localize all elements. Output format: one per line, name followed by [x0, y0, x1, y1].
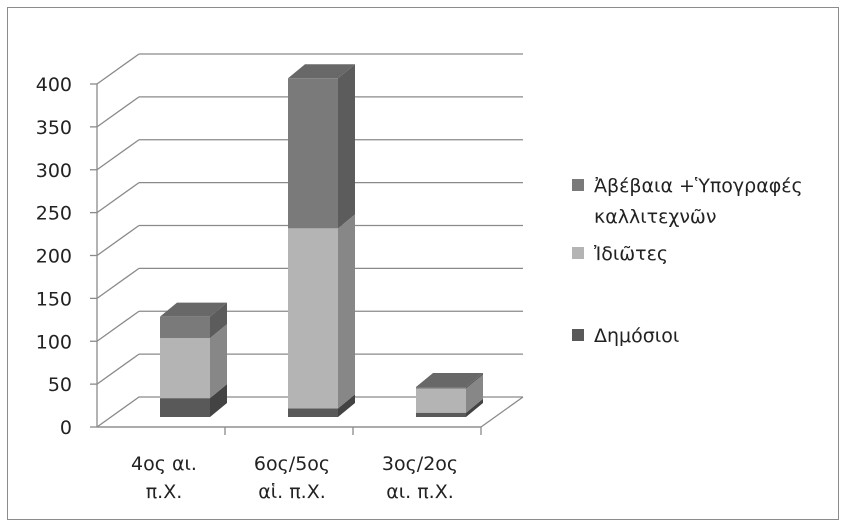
bar-segment-side	[210, 302, 227, 339]
bar-segment	[416, 386, 466, 389]
gridline-side	[96, 96, 140, 128]
x-tick-label: 6ος/5ος αἱ. π.Χ.	[254, 453, 330, 503]
legend-label: Δημόσιοι	[594, 325, 679, 347]
x-tick-label: 3ος/2ος αι. π.Χ.	[382, 453, 458, 503]
bar-segment	[160, 316, 210, 339]
bar-segment-side	[210, 324, 227, 399]
y-tick-label: 0	[60, 417, 72, 439]
gridline-side	[96, 224, 140, 257]
bar-segment	[160, 398, 210, 417]
bar-stack	[160, 302, 227, 417]
legend: Ἀβέβαια +Ὑπογραφές καλλιτεχνῶν Ἰδιῶτες Δημό…	[572, 175, 803, 347]
chart-bars	[160, 64, 483, 417]
bar-top	[416, 372, 483, 387]
bar-segment	[160, 338, 210, 399]
bar-segment	[416, 388, 466, 413]
bar-segment-side	[338, 64, 355, 229]
x-tick-label: 4ος αι. π.Χ.	[131, 453, 197, 503]
bar-segment-side	[466, 398, 483, 417]
legend-swatch	[572, 247, 584, 259]
bar-segment-side	[466, 374, 483, 413]
y-tick-label: 50	[48, 374, 72, 396]
y-tick-label: 200	[36, 246, 72, 268]
y-tick-label: 400	[36, 74, 72, 96]
bar-segment	[416, 412, 466, 417]
y-axis-tick-labels: 0 50 100 150 200 250 300 350 400	[36, 74, 72, 439]
bar-segment	[288, 228, 338, 409]
bar-segment	[288, 408, 338, 417]
bar-segment-side	[210, 384, 227, 417]
legend-swatch	[572, 179, 584, 191]
y-tick-label: 250	[36, 203, 72, 225]
chart-frame	[7, 7, 839, 520]
gridline-side	[96, 182, 140, 214]
gridline-side	[96, 139, 140, 171]
gridline-side	[96, 310, 140, 342]
bar-segment	[288, 78, 338, 229]
bar-top	[160, 302, 227, 317]
legend-label: Ἀβέβαια +Ὑπογραφές καλλιτεχνῶν	[594, 175, 803, 228]
x-axis-category-labels: 4ος αι. π.Χ. 6ος/5ος αἱ. π.Χ. 3ος/2ος αι. π.Χ…	[131, 453, 458, 503]
bar-stack	[288, 64, 355, 417]
bar-segment-side	[338, 214, 355, 409]
y-tick-label: 300	[36, 160, 72, 182]
bar-segment-side	[466, 372, 483, 389]
y-tick-label: 350	[36, 117, 72, 139]
y-tick-label: 100	[36, 331, 72, 353]
gridline-side	[96, 53, 140, 85]
legend-swatch	[572, 329, 584, 341]
gridline-side	[96, 353, 140, 385]
bar-top	[288, 64, 355, 79]
floor-back-edge	[96, 396, 523, 428]
bar-stack	[416, 372, 483, 417]
y-tick-label: 150	[36, 288, 72, 310]
chart-axes	[90, 83, 482, 435]
gridline-side	[96, 267, 140, 299]
bar-segment-side	[338, 394, 355, 417]
legend-label: Ἰδιῶτες	[594, 243, 668, 265]
